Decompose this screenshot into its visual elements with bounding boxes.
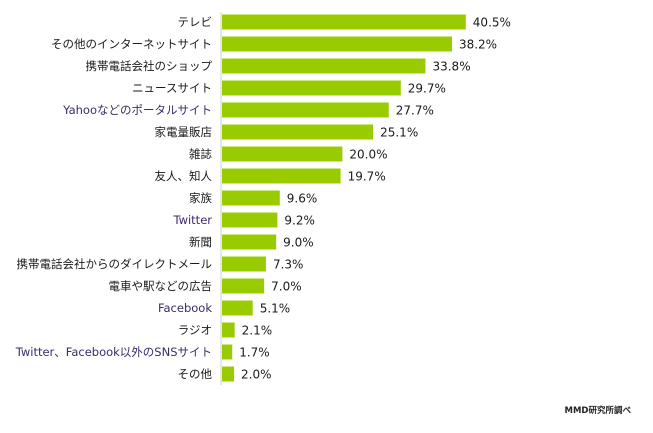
category-label: 友人、知人 bbox=[155, 169, 213, 183]
category-label: 携帯電話会社からのダイレクトメール bbox=[17, 257, 213, 271]
category-label: 家族 bbox=[189, 191, 212, 205]
bar bbox=[222, 146, 343, 162]
category-label: Facebook bbox=[158, 301, 212, 315]
bar bbox=[222, 366, 235, 382]
category-label: 家電量販店 bbox=[155, 125, 213, 139]
bar bbox=[222, 212, 278, 228]
value-label: 19.7% bbox=[348, 170, 386, 184]
value-label: 38.2% bbox=[459, 38, 497, 52]
value-label: 40.5% bbox=[473, 16, 511, 30]
source-note: MMD研究所調べ bbox=[564, 406, 631, 416]
category-label: 電車や駅などの広告 bbox=[109, 279, 213, 293]
category-label: 携帯電話会社のショップ bbox=[86, 59, 213, 73]
bar bbox=[222, 124, 374, 140]
value-label: 9.2% bbox=[284, 214, 315, 228]
value-label: 7.0% bbox=[271, 280, 302, 294]
bar bbox=[222, 168, 341, 184]
bar bbox=[222, 344, 233, 360]
value-label: 27.7% bbox=[396, 104, 434, 118]
category-label: その他のインターネットサイト bbox=[51, 37, 212, 51]
value-label: 2.0% bbox=[241, 368, 271, 382]
bar bbox=[222, 36, 452, 52]
bar-chart: テレビ 40.5% その他のインターネットサイト 38.2% 携帯電話会社のショップ 33… bbox=[15, 12, 511, 385]
bar bbox=[222, 256, 266, 272]
value-label: 33.8% bbox=[432, 60, 470, 74]
value-label: 9.6% bbox=[287, 192, 318, 206]
bar bbox=[222, 322, 235, 338]
value-label: 7.3% bbox=[273, 258, 304, 272]
bar bbox=[222, 102, 389, 118]
bar bbox=[222, 80, 401, 96]
bar bbox=[222, 278, 265, 294]
category-label: Yahooなどのポータルサイト bbox=[62, 103, 212, 117]
value-label: 1.7% bbox=[239, 346, 270, 360]
category-label: ラジオ bbox=[178, 323, 212, 337]
category-label: ニュースサイト bbox=[132, 81, 212, 95]
category-label: Twitter、Facebook以外のSNSサイト bbox=[15, 345, 212, 359]
bar bbox=[222, 58, 426, 74]
category-label: Twitter bbox=[172, 213, 212, 227]
bar bbox=[222, 300, 253, 316]
bar bbox=[222, 190, 280, 206]
value-label: 29.7% bbox=[408, 82, 446, 96]
value-label: 5.1% bbox=[260, 302, 291, 316]
category-label: その他 bbox=[178, 367, 213, 381]
value-label: 20.0% bbox=[349, 148, 387, 162]
category-label: 新聞 bbox=[189, 235, 212, 249]
value-label: 9.0% bbox=[283, 236, 314, 250]
category-label: 雑誌 bbox=[189, 147, 212, 161]
value-label: 25.1% bbox=[380, 126, 418, 140]
bar bbox=[222, 234, 277, 250]
value-label: 2.1% bbox=[242, 324, 273, 338]
category-label: テレビ bbox=[178, 15, 213, 29]
bar bbox=[222, 14, 466, 30]
